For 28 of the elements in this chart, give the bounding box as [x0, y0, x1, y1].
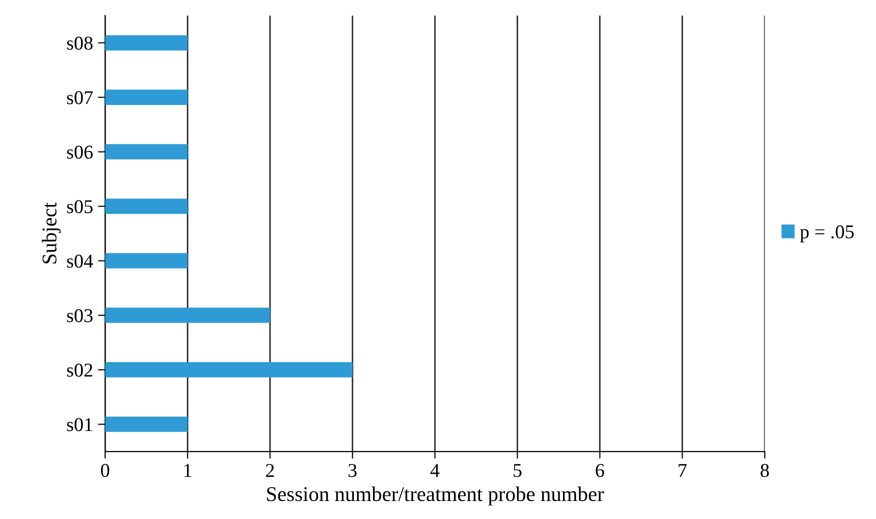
- x-tick-label: 2: [266, 464, 274, 477]
- bar: [105, 35, 188, 50]
- y-axis-title: Subject: [42, 202, 61, 264]
- bar: [105, 362, 352, 378]
- y-tick-label: s03: [67, 309, 93, 322]
- y-tick-label: s06: [67, 146, 93, 159]
- x-tick-label: 5: [514, 464, 522, 478]
- x-tick-label: 1: [184, 464, 192, 477]
- y-tick-label: s04: [67, 254, 94, 268]
- x-tick-label: 8: [760, 464, 769, 478]
- x-tick-label: 7: [678, 464, 687, 477]
- bar: [105, 144, 188, 160]
- bar: [105, 308, 270, 323]
- y-tick-label: s07: [67, 91, 93, 104]
- x-axis-title: Session number/treatment probe number: [267, 486, 604, 506]
- bar: [105, 90, 188, 105]
- y-tick-label: s05: [67, 200, 93, 214]
- x-tick-label: 3: [348, 464, 357, 478]
- x-tick-label: 0: [101, 464, 110, 478]
- bar: [105, 198, 188, 214]
- x-tick-label: 4: [430, 464, 440, 477]
- bar: [105, 253, 188, 268]
- legend-label: p = .05: [800, 225, 854, 242]
- y-tick-label: s02: [67, 364, 92, 377]
- x-tick-label: 6: [596, 464, 604, 478]
- bar: [105, 416, 188, 432]
- y-tick-label: s08: [67, 36, 93, 50]
- y-tick-label: s01: [67, 418, 92, 432]
